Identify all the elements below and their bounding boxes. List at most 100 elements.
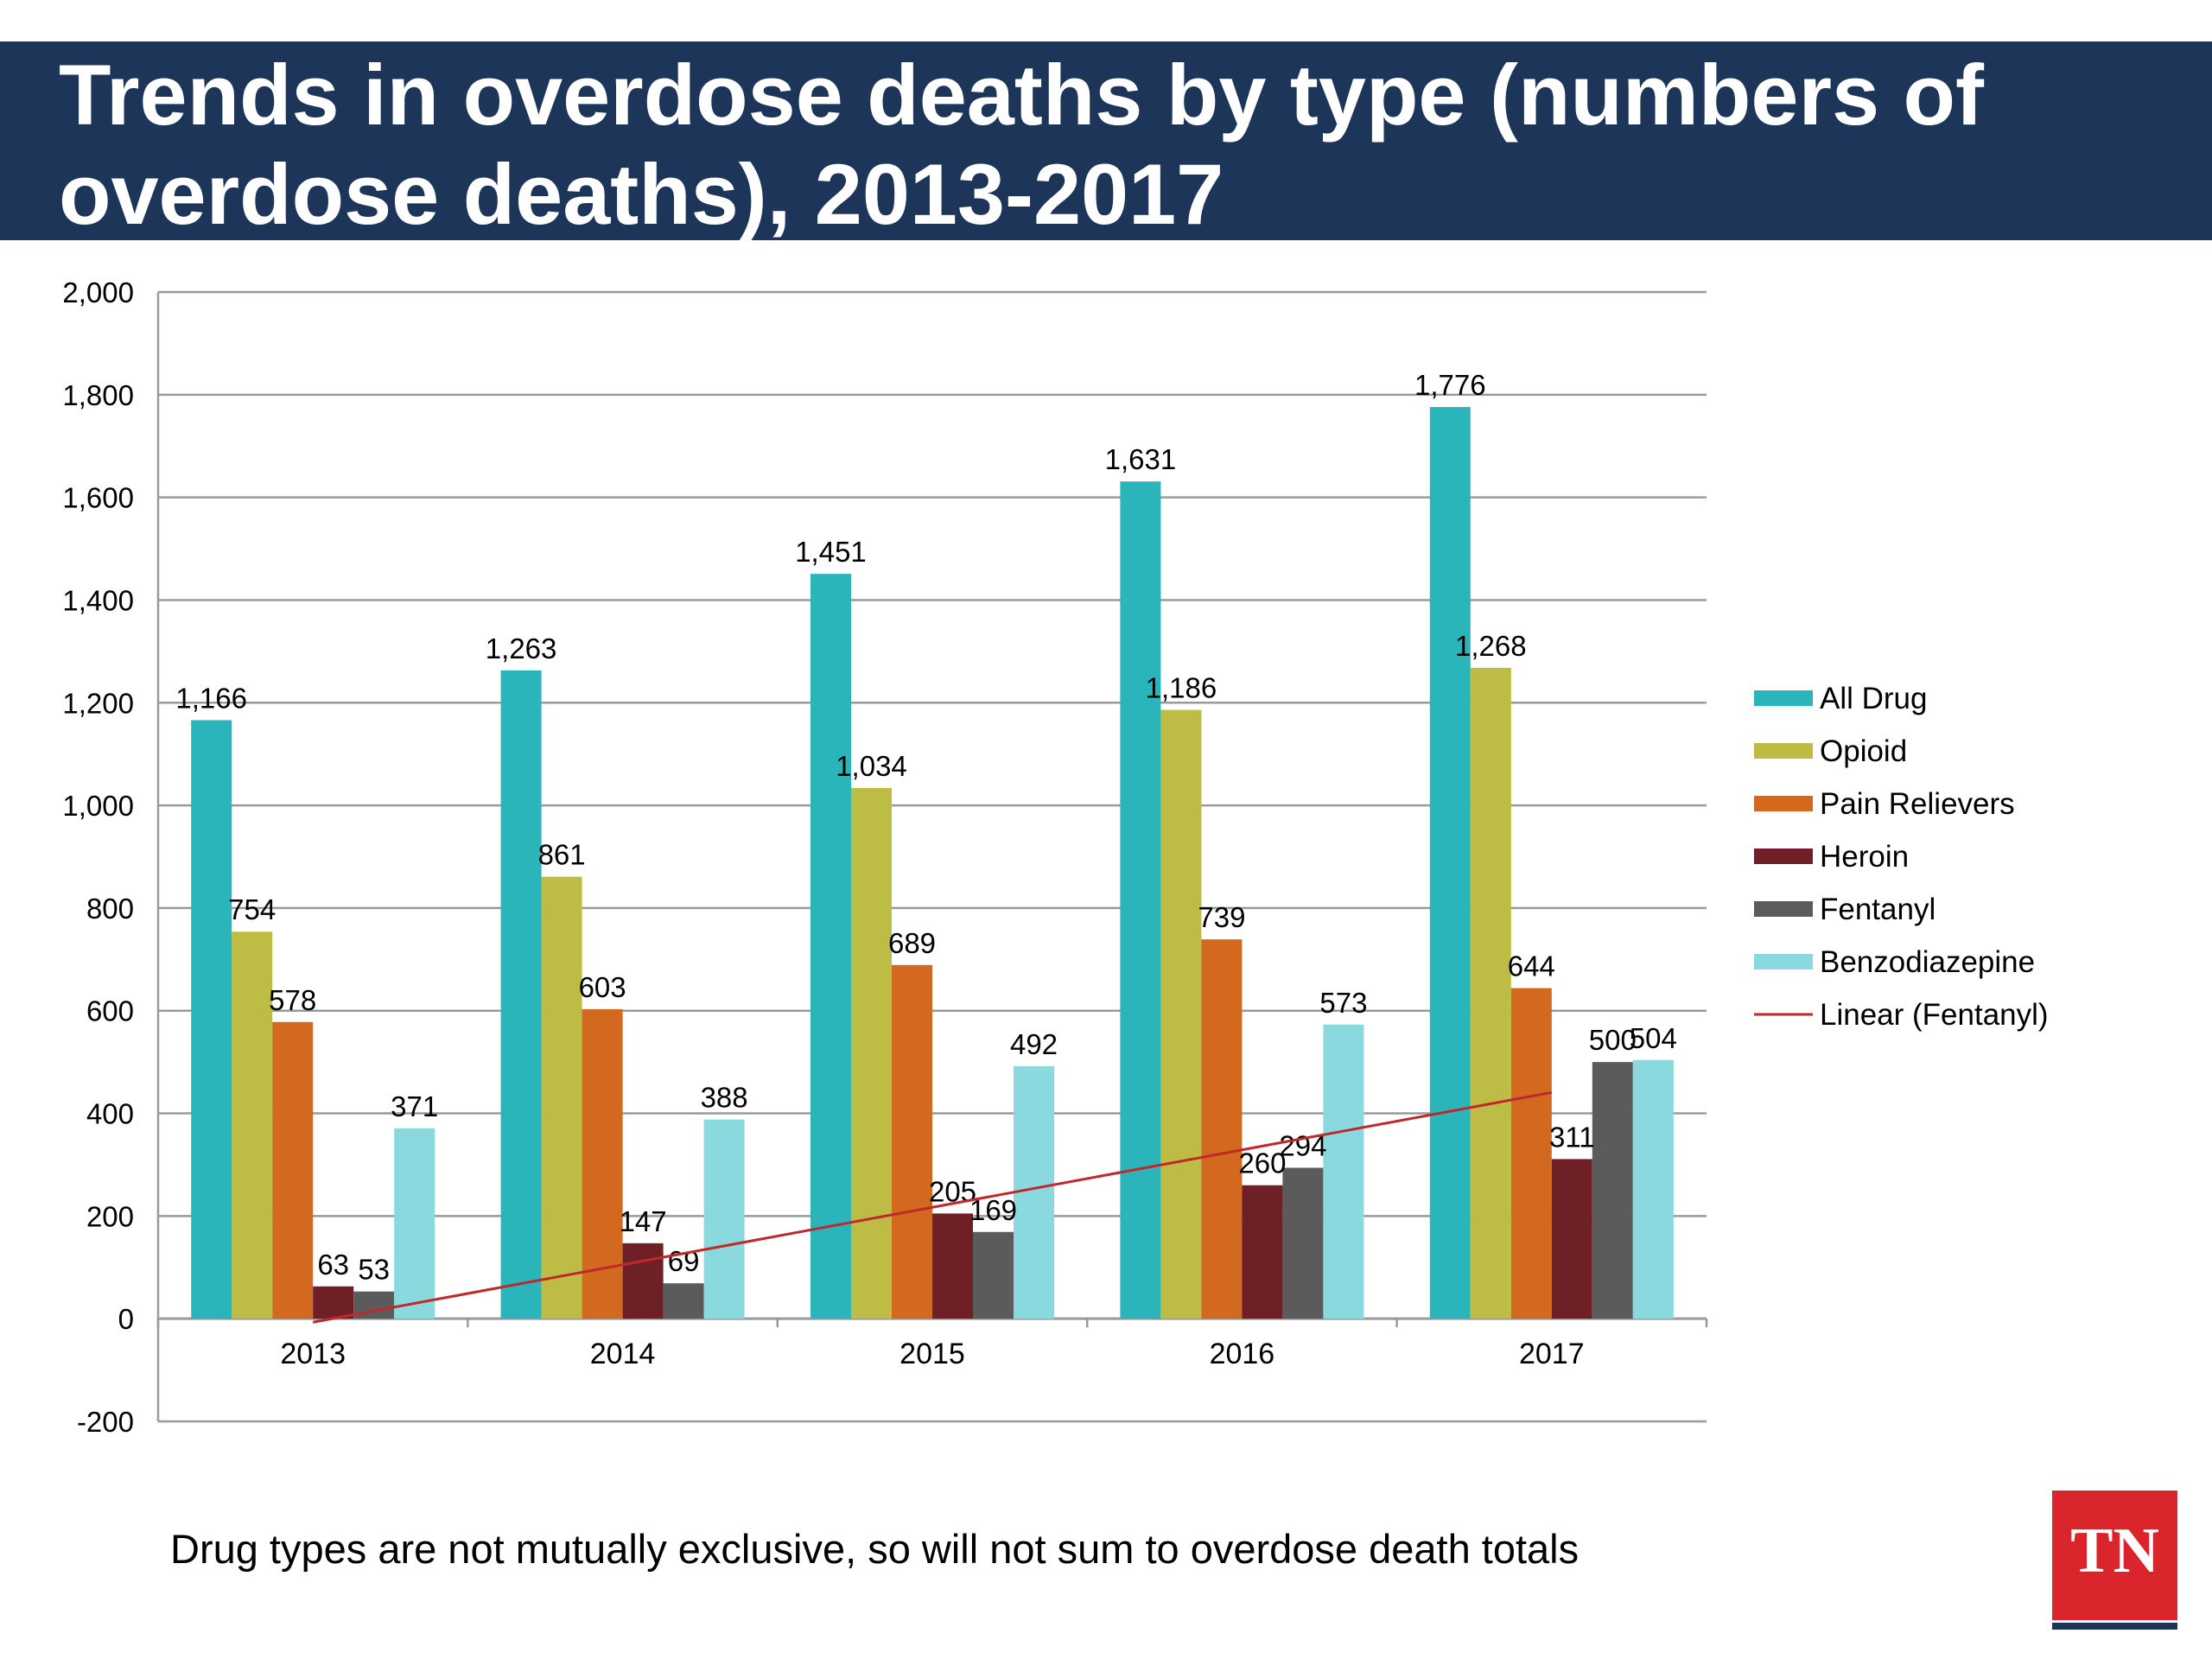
bar-all-drug	[1429, 407, 1471, 1319]
bar-opioid	[1470, 667, 1511, 1319]
bar-opioid	[1160, 709, 1202, 1319]
y-axis-tick-labels: 2,000 1,800 1,600 1,400 1,200 1,000 800 600 400 2…	[62, 276, 134, 1438]
y-tick-label: 600	[86, 995, 134, 1027]
data-label: 69	[668, 1245, 700, 1277]
bar-all-drug	[1120, 481, 1161, 1319]
bar-fentanyl	[663, 1283, 704, 1319]
bar-fentanyl	[973, 1231, 1014, 1319]
y-tick-label: 1,800	[62, 379, 134, 411]
bar-opioid	[851, 787, 892, 1319]
bar-benzodiazepine	[394, 1128, 435, 1319]
bar-heroin	[932, 1213, 973, 1319]
y-tick-label: 1,200	[62, 687, 134, 719]
bar-benzodiazepine	[1323, 1024, 1364, 1319]
data-label: 1,451	[795, 536, 867, 568]
y-tick-label: 800	[86, 893, 134, 925]
bar-benzodiazepine	[1632, 1059, 1674, 1319]
y-tick-label: 1,000	[62, 790, 134, 822]
data-label: 861	[538, 839, 586, 871]
bar-fentanyl	[1592, 1062, 1633, 1319]
legend-label: Opioid	[1820, 734, 1907, 768]
bar-all-drug	[500, 670, 542, 1319]
data-label: 492	[1010, 1028, 1058, 1060]
tn-logo-underline	[2052, 1623, 2177, 1630]
data-label: 63	[317, 1249, 349, 1281]
y-tick-label: 200	[86, 1200, 134, 1232]
data-label: 578	[269, 984, 316, 1016]
data-label: 603	[579, 971, 626, 1003]
data-label: 205	[929, 1175, 976, 1207]
data-label: 1,631	[1105, 443, 1177, 475]
legend-label: Pain Relievers	[1820, 787, 2015, 821]
bar-pain-relievers	[1201, 939, 1243, 1319]
x-tick-label: 2015	[899, 1338, 965, 1370]
y-tick-label: -200	[77, 1406, 134, 1438]
data-label: 1,166	[175, 682, 247, 714]
data-label: 371	[391, 1090, 438, 1122]
data-label: 311	[1549, 1121, 1595, 1153]
y-tick-label: 0	[118, 1303, 134, 1335]
legend-label: Fentanyl	[1820, 893, 1936, 926]
x-axis-tick-labels: 2013 2014 2015 2016 2017	[156, 1319, 1708, 1370]
y-tick-label: 1,400	[62, 584, 134, 616]
data-label: 388	[701, 1082, 748, 1114]
bar-pain-relievers	[1510, 988, 1552, 1319]
y-tick-label: 400	[86, 1098, 134, 1130]
bar-all-drug	[191, 720, 232, 1319]
x-tick-label: 2016	[1210, 1338, 1275, 1370]
trendline-linear-fentanyl	[312, 1090, 1553, 1324]
data-label: 1,186	[1146, 672, 1217, 704]
data-label: 754	[228, 893, 276, 925]
x-tick-label: 2017	[1519, 1338, 1585, 1370]
data-label: 500	[1589, 1024, 1637, 1056]
data-labels: 1,166 1,263 1,451 1,631 1,776 754 861 1,034 1,18…	[175, 369, 1676, 1286]
data-label: 147	[620, 1205, 667, 1237]
y-tick-label: 2,000	[62, 276, 134, 308]
legend-label: Linear (Fentanyl)	[1820, 998, 2049, 1032]
legend-swatch	[1754, 796, 1813, 811]
data-label: 689	[888, 927, 936, 959]
legend-swatch	[1754, 690, 1813, 706]
legend: All Drug Opioid Pain Relievers Heroin Fentan…	[1754, 682, 2049, 1032]
data-label: 644	[1508, 950, 1555, 982]
data-label: 1,034	[836, 750, 907, 782]
data-label: 573	[1319, 987, 1367, 1019]
bar-heroin	[622, 1243, 664, 1319]
bar-fentanyl	[1282, 1167, 1324, 1319]
bars	[191, 407, 1674, 1319]
page-title: Trends in overdose deaths by type (numbe…	[59, 47, 1984, 242]
bar-opioid	[541, 876, 582, 1319]
y-tick-label: 1,600	[62, 482, 134, 514]
bar-heroin	[313, 1286, 354, 1319]
tn-logo: TN	[2052, 1491, 2177, 1620]
data-label: 504	[1630, 1022, 1677, 1054]
legend-label: Benzodiazepine	[1820, 945, 2035, 979]
bar-benzodiazepine	[703, 1119, 745, 1319]
data-label: 1,268	[1455, 630, 1527, 662]
title-bar	[0, 41, 2212, 240]
footnote: Drug types are not mutually exclusive, s…	[170, 1526, 1580, 1572]
bar-heroin	[1242, 1185, 1283, 1319]
legend-label: Heroin	[1820, 840, 1909, 874]
legend-swatch	[1754, 901, 1813, 917]
x-tick-label: 2013	[280, 1338, 346, 1370]
bar-pain-relievers	[892, 964, 932, 1319]
data-label: 53	[358, 1254, 390, 1286]
bar-all-drug	[810, 574, 851, 1319]
bar-pain-relievers	[272, 1021, 314, 1319]
bar-opioid	[232, 931, 273, 1319]
legend-swatch	[1754, 954, 1813, 969]
data-label: 260	[1238, 1147, 1286, 1179]
data-label: 1,263	[486, 632, 557, 664]
tn-logo-text: TN	[2070, 1516, 2159, 1586]
bar-heroin	[1551, 1159, 1592, 1319]
x-tick-label: 2014	[590, 1338, 656, 1370]
data-label: 739	[1198, 901, 1245, 933]
data-label: 1,776	[1414, 369, 1486, 401]
bar-benzodiazepine	[1014, 1065, 1054, 1319]
legend-swatch	[1754, 849, 1813, 864]
legend-swatch	[1754, 743, 1813, 759]
legend-label: All Drug	[1820, 682, 1927, 715]
